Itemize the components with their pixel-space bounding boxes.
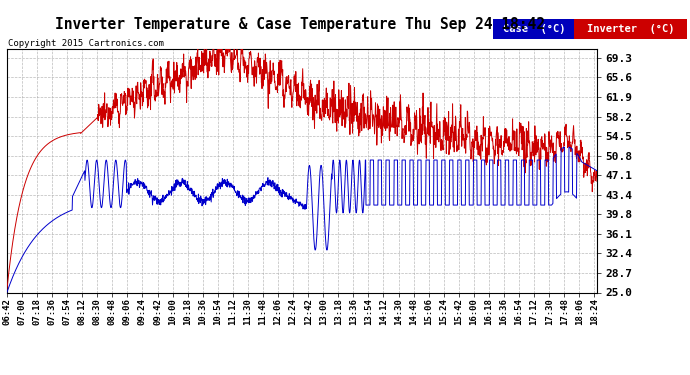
Text: Case  (°C): Case (°C) <box>503 24 565 34</box>
FancyBboxPatch shape <box>493 19 575 39</box>
Text: Inverter  (°C): Inverter (°C) <box>586 24 674 34</box>
Text: Copyright 2015 Cartronics.com: Copyright 2015 Cartronics.com <box>8 39 164 48</box>
Text: Inverter Temperature & Case Temperature Thu Sep 24 18:42: Inverter Temperature & Case Temperature … <box>55 17 545 32</box>
FancyBboxPatch shape <box>575 19 687 39</box>
